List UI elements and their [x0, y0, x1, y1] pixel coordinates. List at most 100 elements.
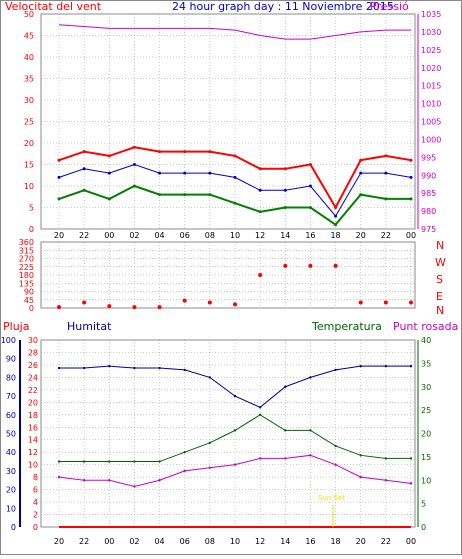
wind-point: [233, 154, 237, 158]
x-tick-label: 22: [381, 537, 391, 546]
wind-speed-title: Velocitat del vent: [5, 0, 102, 13]
wind-point: [334, 214, 338, 218]
wind-tick-label: 45: [24, 32, 34, 41]
temperature-tick-label: 6: [33, 486, 38, 495]
temperature-tick-label: 10: [28, 461, 38, 470]
x-tick-label: 16: [305, 231, 315, 240]
pressure-tick-label: 1025: [421, 46, 441, 55]
wind-point: [82, 167, 86, 171]
direction-point: [107, 304, 112, 309]
pressure-tick-label: 980: [421, 207, 436, 216]
wind-tick-label: 25: [24, 118, 34, 127]
wind-point: [183, 193, 187, 197]
temperature-tick-label: 24: [28, 373, 38, 382]
temperature-right-tick-label: 40: [421, 336, 431, 345]
direction-point: [409, 300, 413, 305]
wind-point: [258, 210, 262, 214]
temperature-tick-label: 28: [28, 348, 38, 357]
wind-point: [233, 201, 237, 205]
x-tick-label: 14: [280, 231, 290, 240]
wind-point: [359, 193, 363, 197]
dew-point-point: [183, 469, 186, 473]
temperature-tick-label: 12: [28, 448, 38, 457]
wind-point: [359, 171, 363, 175]
dew-point-point: [108, 479, 111, 482]
temperature-right-tick-label: 30: [421, 383, 431, 392]
wind-point: [57, 197, 61, 201]
x-tick-label: 22: [79, 537, 89, 546]
temperature-right-tick-label: 35: [421, 359, 431, 368]
wind-tick-label: 5: [29, 204, 34, 213]
humidity-axis: 0 10 20 30 40 50 60 70 80 90 100: [1, 336, 21, 532]
humidity-tick-label: 60: [6, 411, 16, 420]
direction-point: [308, 263, 313, 268]
humidity-point: [158, 366, 161, 370]
x-tick-label: 08: [205, 231, 215, 240]
dew-point-point: [133, 485, 136, 488]
temperature-point: [258, 413, 262, 416]
humidity-point: [384, 364, 388, 368]
wind-tick-label: 50: [24, 10, 34, 19]
humidity-tick-label: 50: [6, 430, 16, 439]
humidity-tick-label: 70: [6, 392, 16, 401]
temperature-point: [284, 429, 287, 432]
humidity-point: [409, 364, 413, 368]
humidity-point: [208, 376, 212, 379]
temperature-tick-label: 30: [28, 336, 38, 345]
wind-point: [258, 188, 262, 192]
wind-point: [132, 145, 136, 149]
dew-point-point: [208, 466, 212, 469]
direction-tick-label: 315: [19, 246, 34, 255]
wind-point: [308, 206, 312, 209]
bottom-grid: [41, 339, 415, 528]
temperature-point: [108, 460, 111, 463]
wind-point: [359, 158, 363, 162]
dew-point-point: [57, 475, 61, 479]
dew-point-point: [258, 457, 262, 460]
humidity-point: [359, 364, 362, 368]
x-tick-label: 06: [180, 537, 190, 546]
dir-label-n2: N: [436, 304, 444, 317]
x-tick-label: 06: [180, 231, 190, 240]
direction-tick-label: 45: [24, 296, 34, 305]
humidity-point: [334, 368, 337, 372]
rain-title: Pluja: [3, 320, 29, 333]
direction-tick-label: 225: [19, 263, 34, 272]
temperature-right-tick-label: 25: [421, 406, 431, 415]
dew-point-point: [384, 479, 388, 482]
x-tick-label: 00: [104, 537, 114, 546]
temperature-right-tick-label: 5: [421, 500, 426, 509]
x-tick-label: 12: [255, 537, 265, 546]
humidity-point: [57, 366, 61, 370]
wind-point: [334, 223, 338, 227]
wind-point: [409, 175, 413, 179]
temperature-tick-label: 2: [33, 511, 38, 520]
wind-point: [334, 206, 338, 209]
dew-point-point: [233, 463, 237, 466]
wind-point: [158, 193, 162, 197]
wind-point: [158, 171, 162, 175]
wind-point: [384, 154, 388, 158]
dewpoint-title: Punt rosada: [393, 320, 458, 333]
wind-point: [183, 150, 187, 154]
pressure-tick-label: 1015: [421, 82, 441, 91]
x-tick-label: 00: [406, 231, 416, 240]
direction-point: [57, 305, 61, 310]
dew-point-point: [359, 475, 362, 479]
direction-tick-label: 360: [19, 238, 34, 247]
wind-point: [258, 167, 262, 171]
temperature-point: [233, 429, 237, 432]
x-tick-label: 04: [154, 537, 164, 546]
humidity-point: [108, 364, 111, 368]
pressure-tick-label: 985: [421, 189, 436, 198]
bottom-series: [57, 364, 413, 528]
humidity-tick-label: 0: [11, 523, 16, 532]
x-tick-label: 22: [79, 231, 89, 240]
wind-point: [409, 197, 413, 201]
temperature-right-tick-label: 0: [421, 523, 426, 532]
dew-point-point: [284, 457, 287, 460]
x-tick-label: 10: [230, 537, 240, 546]
wind-point: [283, 188, 287, 192]
humidity-tick-label: 10: [6, 504, 16, 513]
